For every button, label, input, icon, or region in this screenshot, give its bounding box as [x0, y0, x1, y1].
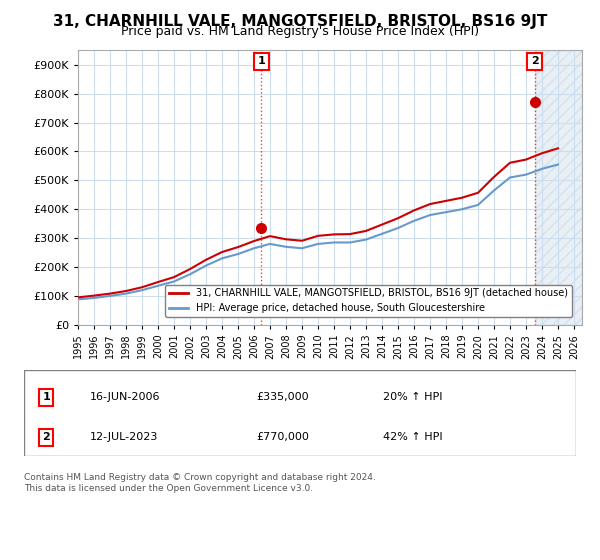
Text: 31, CHARNHILL VALE, MANGOTSFIELD, BRISTOL, BS16 9JT: 31, CHARNHILL VALE, MANGOTSFIELD, BRISTO…	[53, 14, 547, 29]
Text: 2: 2	[531, 57, 539, 67]
Text: £335,000: £335,000	[256, 393, 308, 403]
Text: This data is licensed under the Open Government Licence v3.0.: This data is licensed under the Open Gov…	[24, 484, 313, 493]
Text: Price paid vs. HM Land Registry's House Price Index (HPI): Price paid vs. HM Land Registry's House …	[121, 25, 479, 38]
Text: £770,000: £770,000	[256, 432, 309, 442]
Text: 20% ↑ HPI: 20% ↑ HPI	[383, 393, 442, 403]
Text: 16-JUN-2006: 16-JUN-2006	[90, 393, 161, 403]
Legend: 31, CHARNHILL VALE, MANGOTSFIELD, BRISTOL, BS16 9JT (detached house), HPI: Avera: 31, CHARNHILL VALE, MANGOTSFIELD, BRISTO…	[165, 284, 572, 317]
Text: 12-JUL-2023: 12-JUL-2023	[90, 432, 158, 442]
Text: 42% ↑ HPI: 42% ↑ HPI	[383, 432, 442, 442]
Text: 1: 1	[42, 393, 50, 403]
Text: Contains HM Land Registry data © Crown copyright and database right 2024.: Contains HM Land Registry data © Crown c…	[24, 473, 376, 482]
FancyBboxPatch shape	[24, 370, 576, 456]
Bar	[535, 50, 582, 325]
Text: 2: 2	[42, 432, 50, 442]
Text: 1: 1	[257, 57, 265, 67]
